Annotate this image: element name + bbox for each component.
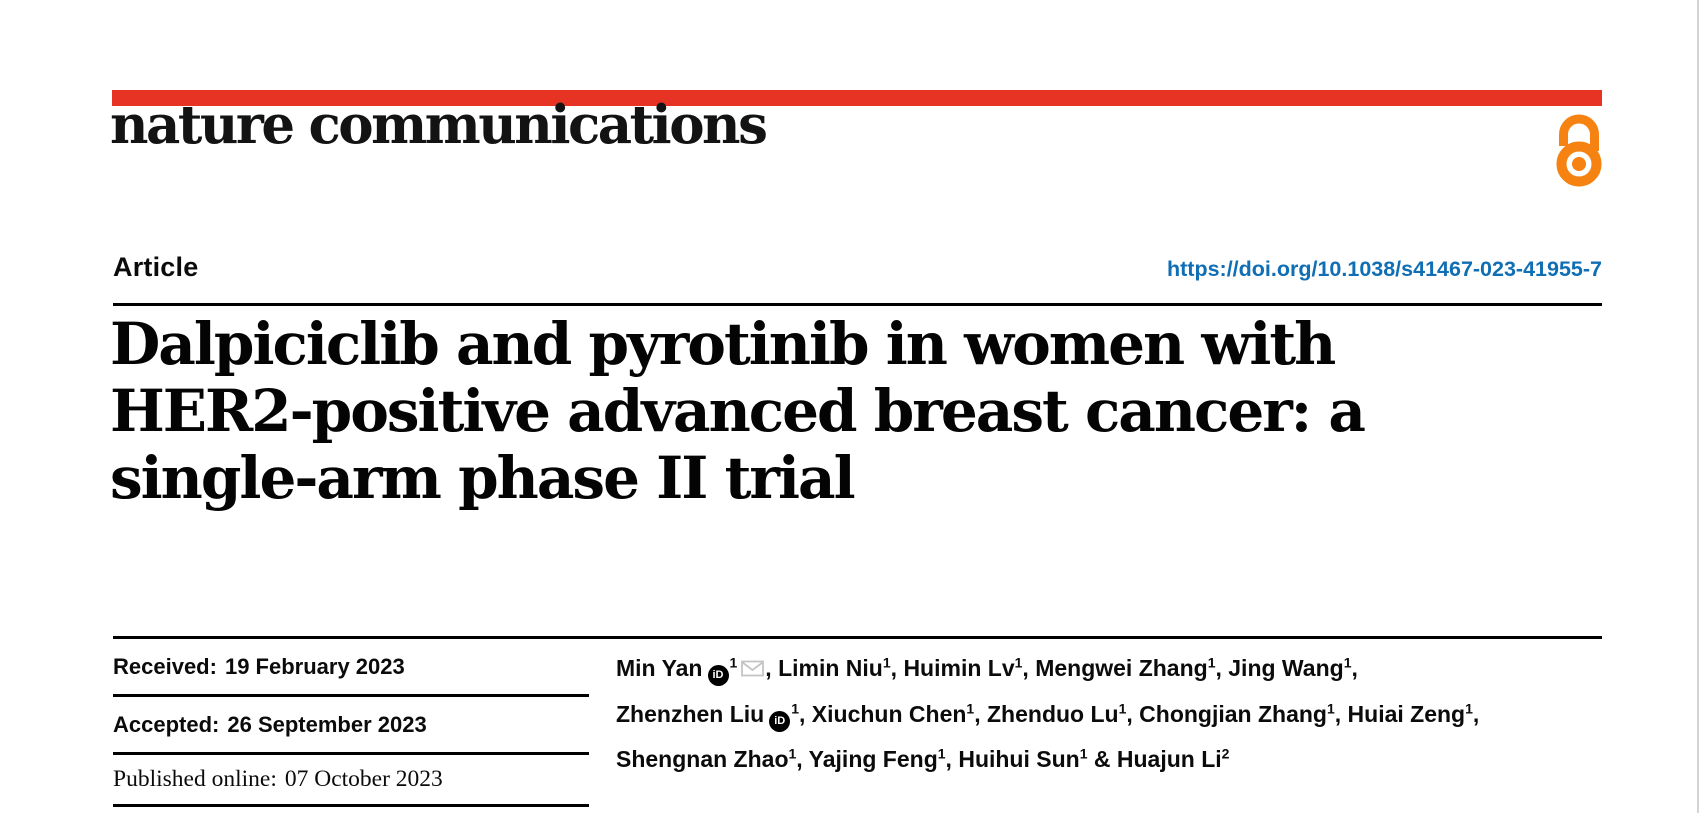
accepted-date: 26 September 2023 — [227, 711, 427, 737]
author-name: Zhenzhen Liu — [616, 701, 765, 727]
author-separator: , — [796, 746, 809, 772]
author-separator: , — [890, 655, 904, 681]
paper-title-line-1: Dalpiciclib and pyrotinib in women with — [110, 310, 1336, 378]
author-affiliation-superscript: 1 — [788, 745, 797, 762]
author-name: Jing Wang — [1228, 655, 1344, 681]
author-affiliation-superscript: 1 — [937, 745, 946, 762]
author-name: Zhenduo Lu — [987, 701, 1119, 727]
received-label: Received: — [113, 653, 217, 679]
article-header-row: Article https://doi.org/10.1038/s41467-0… — [113, 252, 1602, 283]
author-name: Limin Niu — [778, 655, 883, 681]
author-affiliation-superscript: 1 — [966, 700, 975, 717]
journal-logo: nature communications — [110, 94, 768, 156]
author-name: Chongjian Zhang — [1139, 701, 1327, 727]
author-affiliation-superscript: 1 — [1079, 745, 1088, 762]
masthead-red-bar — [112, 90, 1602, 106]
published-label: Published online: — [113, 766, 277, 792]
author-affiliation-superscript: 2 — [1221, 745, 1230, 762]
author-name: Min Yan — [616, 655, 703, 681]
author-name: Yajing Feng — [808, 746, 938, 772]
paper-title: Dalpiciclib and pyrotinib in women with … — [110, 311, 1530, 512]
email-envelope-icon[interactable] — [741, 647, 765, 692]
author-separator: , — [799, 701, 812, 727]
author-name: Huimin Lv — [903, 655, 1015, 681]
author-separator: , — [974, 701, 987, 727]
open-access-icon — [1556, 109, 1602, 192]
accepted-label: Accepted: — [113, 711, 220, 737]
author-separator: , — [1126, 701, 1140, 727]
author-separator: , — [1334, 701, 1348, 727]
author-list: Min Yan iD1, Limin Niu1, Huimin Lv1, Meng… — [616, 646, 1556, 782]
author-name: Huiai Zeng — [1347, 701, 1466, 727]
received-date: 19 February 2023 — [224, 653, 405, 679]
author-name: Xiuchun Chen — [811, 701, 967, 727]
author-separator: , — [1472, 701, 1480, 727]
author-separator: , — [1351, 655, 1358, 681]
received-date-row: Received: 19 February 2023 — [113, 639, 589, 697]
author-separator: , — [945, 746, 959, 772]
author-name: Shengnan Zhao — [616, 746, 789, 772]
author-affiliation-superscript: 1 — [1343, 654, 1352, 671]
author-line: Min Yan iD1, Limin Niu1, Huimin Lv1, Meng… — [616, 646, 1556, 692]
author-name: Mengwei Zhang — [1035, 655, 1208, 681]
accepted-date-row: Accepted: 26 September 2023 — [113, 697, 589, 755]
orcid-icon[interactable]: iD — [707, 665, 729, 686]
author-line: Shengnan Zhao1, Yajing Feng1, Huihui Sun… — [616, 737, 1556, 782]
author-affiliation-superscript: 1 — [1207, 654, 1216, 671]
author-line: Zhenzhen Liu iD1, Xiuchun Chen1, Zhenduo … — [616, 692, 1556, 737]
author-name: Huajun Li — [1116, 746, 1222, 772]
author-separator: , — [1215, 655, 1229, 681]
article-dates-table: Received: 19 February 2023 Accepted: 26 … — [113, 639, 589, 807]
author-affiliation-superscript: 1 — [1326, 700, 1335, 717]
section-divider-rule — [113, 636, 1602, 639]
published-date-row: Published online: 07 October 2023 — [113, 755, 589, 807]
article-type-label: Article — [113, 252, 199, 282]
author-affiliation-superscript: 1 — [882, 654, 891, 671]
author-affiliation-superscript: 1 — [791, 700, 800, 717]
author-separator: , — [1022, 655, 1036, 681]
author-affiliation-superscript: 1 — [1014, 654, 1023, 671]
header-rule — [113, 303, 1602, 306]
orcid-icon[interactable]: iD — [769, 711, 791, 732]
published-date: 07 October 2023 — [284, 766, 443, 792]
author-affiliation-superscript: 1 — [1118, 700, 1127, 717]
doi-link[interactable]: https://doi.org/10.1038/s41467-023-41955… — [1167, 257, 1602, 281]
author-affiliation-superscript: 1 — [1465, 700, 1473, 717]
author-separator: , — [765, 655, 779, 681]
page-edge-divider — [1697, 0, 1699, 813]
paper-title-line-2: HER2-positive advanced breast cancer: a — [110, 377, 1366, 445]
author-separator: & — [1087, 746, 1117, 772]
author-name: Huihui Sun — [958, 746, 1080, 772]
paper-title-line-3: single-arm phase II trial — [110, 444, 856, 512]
author-affiliation-superscript: 1 — [729, 654, 738, 671]
